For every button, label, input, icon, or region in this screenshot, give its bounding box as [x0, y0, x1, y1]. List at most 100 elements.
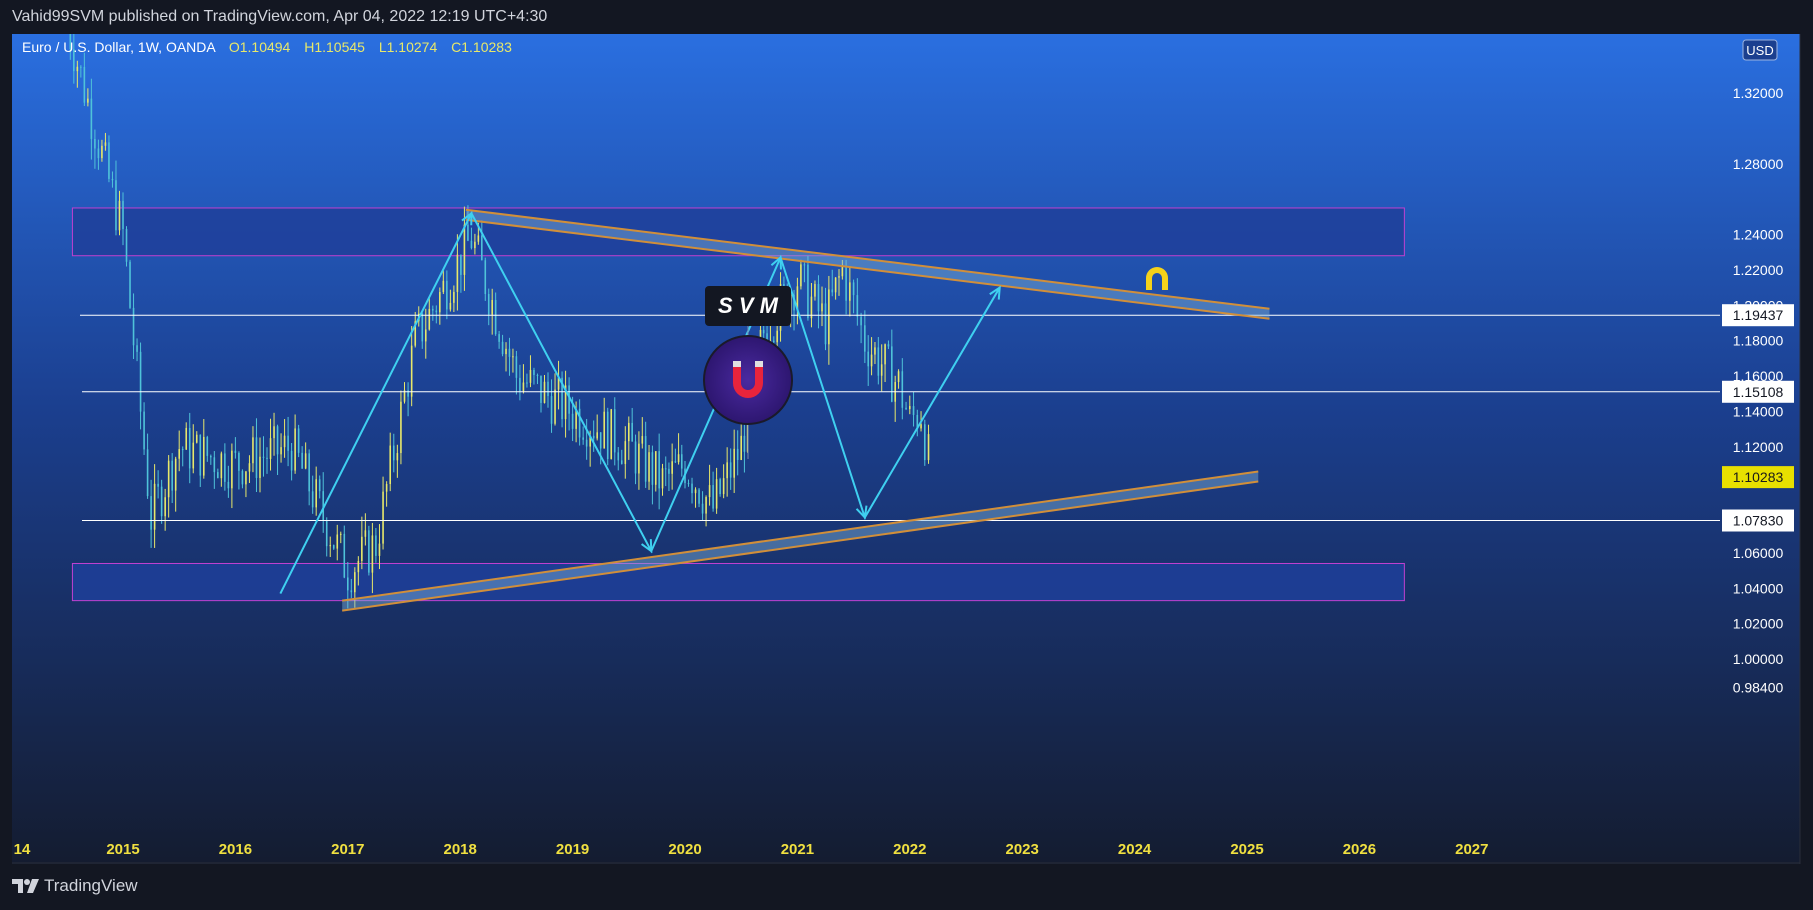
candle-body [210, 455, 212, 458]
candle-body [206, 436, 209, 456]
candle-body [677, 454, 680, 463]
candle-body [526, 382, 528, 384]
candle-body [599, 432, 602, 449]
candle-body [97, 148, 100, 159]
candle-body [460, 254, 462, 275]
candle-body [428, 308, 431, 330]
candle-body [224, 453, 226, 482]
candle-body [181, 449, 184, 451]
candle-body [446, 280, 448, 310]
currency-badge[interactable]: USD [1742, 39, 1778, 61]
candle-body [171, 460, 173, 491]
candle-body [280, 447, 282, 455]
candle-body [83, 66, 86, 103]
channel-upper-1 [342, 470, 1259, 602]
candle-body [674, 461, 677, 463]
tradingview-logo[interactable]: TradingView [12, 876, 138, 896]
candle-body [125, 229, 128, 262]
candle-body [432, 308, 434, 311]
x-tick-label: 2019 [556, 841, 589, 858]
candle-body [245, 471, 247, 485]
candle-body [557, 377, 560, 390]
candle-body [884, 344, 886, 365]
candle-body [104, 142, 107, 146]
target-magnet-icon [1146, 267, 1168, 290]
candle-body [414, 321, 417, 346]
candle-body [111, 178, 114, 181]
magnet-logo [703, 335, 793, 425]
candle-body [671, 461, 673, 474]
candle-body [157, 483, 159, 487]
candle-body [308, 453, 310, 492]
candle-body [561, 377, 563, 420]
candle-body [361, 536, 363, 562]
x-tick-label: 2025 [1230, 841, 1263, 858]
candle-body [796, 286, 799, 311]
candle-body [143, 411, 145, 450]
tradingview-logo-icon [12, 879, 39, 893]
candle-body [347, 577, 349, 591]
candle-body [860, 316, 862, 326]
candle-body [202, 436, 205, 476]
zigzag-arrow-2 [641, 539, 653, 554]
candle-body [339, 533, 342, 535]
candle-body [841, 266, 844, 277]
candle-body [814, 284, 816, 297]
candle-body [606, 411, 609, 460]
candle-body [726, 462, 728, 479]
candle-body [494, 299, 497, 335]
channel-band-1 [342, 471, 1259, 611]
candle-body [150, 496, 152, 530]
candle-body [838, 276, 840, 278]
candle-body [385, 484, 388, 492]
ohlc-close: C1.10283 [451, 39, 512, 55]
svg-text:Euro / U.S. Dollar, 1W, OANDA: Euro / U.S. Dollar, 1W, OANDA O1.10494 H… [22, 39, 512, 55]
candle-body [332, 545, 335, 549]
price-chart[interactable]: 1.360001.320001.280001.240001.220001.200… [0, 10, 1813, 864]
candle-body [290, 450, 293, 471]
candle-body [508, 348, 511, 357]
candle-body [276, 426, 279, 455]
candle-body [195, 434, 198, 443]
candle-body [719, 479, 721, 495]
x-tick-label: 2027 [1455, 841, 1488, 858]
y-tick-label: 0.98400 [1733, 679, 1784, 695]
candle-body [231, 450, 233, 489]
candle-body [146, 449, 149, 497]
candle-body [396, 453, 399, 461]
candle-body [909, 406, 911, 410]
candle-body [160, 486, 163, 517]
candle-body [644, 436, 647, 482]
candle-body [624, 441, 627, 464]
candle-body [916, 414, 919, 429]
candle-body [691, 483, 693, 494]
channel-lower-0 [465, 218, 1270, 320]
candle-body [654, 451, 657, 485]
candle-body [266, 457, 268, 459]
candle-body [178, 449, 180, 459]
candle-body [467, 224, 469, 241]
candle-body [582, 437, 584, 440]
x-tick-label: 2020 [668, 841, 701, 858]
candle-body [810, 296, 813, 319]
candle-body [311, 491, 314, 508]
candle-body [484, 260, 487, 295]
candle-body [259, 456, 261, 478]
candle-body [877, 347, 880, 376]
candle-body [658, 451, 660, 489]
candle-body [920, 424, 922, 429]
candle-body [522, 382, 525, 392]
candle-body [122, 200, 124, 230]
candle-body [350, 590, 353, 593]
candle-body [164, 497, 166, 517]
candle-body [740, 435, 742, 460]
y-tick-label: 1.12000 [1733, 439, 1784, 455]
candle-body [487, 294, 490, 315]
y-tick-label: 1.14000 [1733, 403, 1784, 419]
candle-body [831, 289, 834, 293]
candle-body [664, 468, 667, 470]
chart-area[interactable]: 1.360001.320001.280001.240001.220001.200… [0, 10, 1813, 864]
candle-body [297, 428, 300, 453]
candle-body [382, 491, 384, 544]
x-tick-label: 2016 [219, 841, 252, 858]
